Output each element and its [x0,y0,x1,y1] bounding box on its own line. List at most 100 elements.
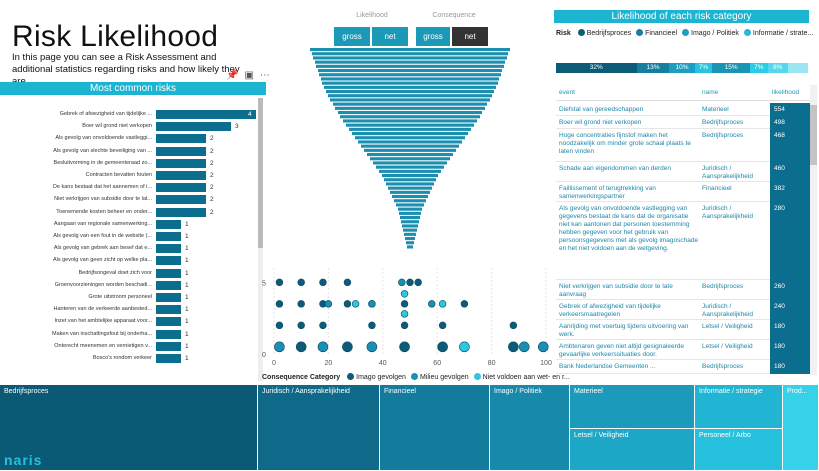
scatter-legend-item[interactable]: Imago gevolgen [342,373,406,381]
scatter-point[interactable] [437,341,448,353]
scatter-legend-item[interactable]: Niet voldoen aan wet- en r... [469,373,570,381]
table-row[interactable]: Ambtenaren geven niet altijd gesignaleer… [556,340,816,360]
bar-row[interactable]: Bosco's rondom verkeer 1 [0,354,258,365]
scatter-point[interactable] [537,341,549,353]
column-name[interactable]: name [702,89,719,96]
bar[interactable] [156,268,181,278]
funnel-bar[interactable] [328,94,492,98]
funnel-bar[interactable] [349,127,471,131]
table-row[interactable]: Aanrijding met voertuig tijdens uitvoeri… [556,320,816,340]
scatter-point[interactable] [368,321,376,330]
bar-row[interactable]: Toenemende kosten beheer en onder... 2 [0,207,258,219]
funnel-bar[interactable] [338,111,482,115]
column-event[interactable]: event [559,89,575,96]
table-row[interactable]: Schade aan eigendommen van derden Juridis… [556,162,816,182]
bar[interactable] [156,305,181,315]
treemap-tile[interactable]: Personeel / Arbo [695,429,783,471]
consequence-net-button[interactable]: net [452,27,488,46]
bar-row[interactable]: Niet verkrijgen van subsidie door te lat… [0,195,258,206]
bar[interactable] [156,293,181,302]
scatter-point[interactable] [297,321,305,330]
bar-row[interactable]: Gebrek of afwezigheid van tijdelijke ...… [0,110,258,121]
funnel-bar[interactable] [313,56,507,60]
scatter-point[interactable] [400,290,409,298]
funnel-bar[interactable] [319,73,501,77]
bar[interactable] [156,171,206,180]
treemap-tile[interactable]: Juridisch / Aansprakelijkheid [258,385,380,471]
scatter-point[interactable] [343,278,352,287]
bar-row[interactable]: Als gevolg van geen zicht op welke pla..… [0,256,258,267]
scatter-point[interactable] [400,310,409,318]
category-legend-item[interactable]: Bedrijfsproces [573,29,631,37]
bar[interactable] [156,122,231,132]
scatter-point[interactable] [400,321,409,330]
funnel-bar[interactable] [399,211,421,215]
funnel-bar[interactable] [333,102,487,106]
funnel-bar[interactable] [401,220,419,224]
funnel-bar[interactable] [367,153,453,157]
column-likelihood[interactable]: likelihood [772,89,800,96]
treemap-tile[interactable]: Imago / Politiek [490,385,570,471]
bar[interactable] [156,219,181,229]
funnel-bar[interactable] [361,144,459,148]
funnel-bar[interactable] [343,119,477,123]
scatter-point[interactable] [351,300,360,308]
funnel-bar[interactable] [352,132,468,136]
consequence-gross-button[interactable]: gross [416,27,450,46]
funnel-bar[interactable] [355,136,465,140]
bar-row[interactable]: Als gevolg van gebrek aan besef dat e...… [0,244,258,255]
scatter-point[interactable] [460,300,469,308]
likelihood-gross-button[interactable]: gross [334,27,370,46]
funnel-bar[interactable] [405,237,415,241]
funnel-bar[interactable] [335,106,485,110]
treemap-tile[interactable]: Informatie / strategie [695,385,783,429]
bar-row[interactable]: Als gevolg van slechte beveiliging van .… [0,146,258,158]
bar[interactable] [156,341,181,351]
treemap-tile[interactable]: Prod... [783,385,819,471]
funnel-bar[interactable] [318,69,502,73]
table-row[interactable]: Niet verkrijgen van subsidie door te lat… [556,280,816,300]
bar-row[interactable]: Grote uitstroom personeel 1 [0,293,258,304]
bar-row[interactable]: Hanteren van de verkeerde aanbested... 1 [0,305,258,316]
bar[interactable] [156,280,181,290]
stacked-segment[interactable]: 13% [636,63,670,73]
funnel-bar[interactable] [373,161,447,165]
stacked-segment[interactable]: 10% [669,63,695,73]
table-row[interactable]: Diefstal van gereedschappen Materieel 554 [556,103,816,116]
table-scrollbar[interactable] [810,85,817,375]
funnel-bar[interactable] [316,64,504,68]
category-legend-item[interactable]: Informatie / strate... [739,29,813,37]
scatter-point[interactable] [438,300,447,308]
funnel-bar[interactable] [312,52,508,56]
scatter-point[interactable] [438,321,447,330]
table-row[interactable]: Boer wil grond niet verkopen Bedrijfsproc… [556,116,816,129]
funnel-bar[interactable] [322,81,498,85]
scatter-point[interactable] [414,278,422,287]
funnel-bar[interactable] [384,178,436,182]
bar[interactable] [156,256,181,266]
funnel-bar[interactable] [340,115,480,119]
scatter-point[interactable] [343,300,352,308]
bar-row[interactable]: Boer wil grond niet verkopen 3 [0,122,258,133]
bar-row[interactable]: Contracten bevatten fouten 2 [0,171,258,182]
funnel-bar[interactable] [379,169,441,173]
bar[interactable] [156,329,181,339]
scatter-point[interactable] [368,300,376,308]
scatter-point[interactable] [518,341,530,353]
funnel-bar[interactable] [402,224,418,228]
stacked-segment[interactable]: 32% [556,63,637,73]
bar-row[interactable]: Als gevolg van onvoldoende vastleggi... 2 [0,134,258,145]
scatter-point[interactable] [274,341,285,353]
focus-icon[interactable]: ▣ [244,70,254,81]
scatter-point[interactable] [509,321,518,330]
scatter-point[interactable] [428,300,436,308]
funnel-bar[interactable] [324,85,496,89]
bar-row[interactable]: Als gevolg van een fout in de website (.… [0,232,258,243]
bar[interactable] [156,183,206,193]
table-row[interactable]: Als gevolg van onvoldoende vastlegging v… [556,202,816,280]
likelihood-net-button[interactable]: net [372,27,408,46]
scatter-point[interactable] [406,278,414,287]
scatter-point[interactable] [324,300,333,308]
funnel-bar[interactable] [396,203,424,207]
scatter-point[interactable] [275,300,284,308]
